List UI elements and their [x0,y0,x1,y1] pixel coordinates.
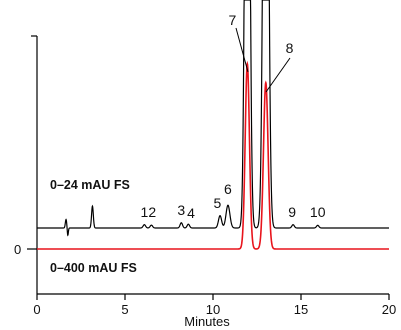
leader-line-7 [235,27,249,73]
peak-label-10: 10 [310,204,326,220]
peak-label-1: 1 [140,204,148,220]
peak-label-9: 9 [288,204,296,220]
peak-label-4: 4 [187,205,195,221]
x-tick-label-5: 5 [121,302,128,317]
trace-upper [37,0,389,237]
annotation-upper-fs: 0–24 mAU FS [50,178,130,192]
peak-label-3: 3 [177,202,185,218]
x-ticks: 0 5 10 15 20 [33,294,396,317]
traces [37,0,389,250]
x-tick-label-20: 20 [382,302,396,317]
x-tick-label-15: 15 [294,302,308,317]
x-axis-title: Minutes [184,314,230,329]
leader-line-8 [265,57,291,93]
peak-leader-lines [235,27,291,93]
peak-label-6: 6 [224,181,232,197]
peak-label-5: 5 [214,195,222,211]
x-tick-label-10: 10 [206,302,220,317]
y-tick-label-zero: 0 [14,242,21,257]
peak-label-8: 8 [286,40,294,56]
peak-label-7: 7 [228,12,236,28]
trace-lower [37,60,389,250]
peak-label-2: 2 [148,204,156,220]
annotation-lower-fs: 0–400 mAU FS [50,261,137,275]
x-tick-label-0: 0 [33,302,40,317]
